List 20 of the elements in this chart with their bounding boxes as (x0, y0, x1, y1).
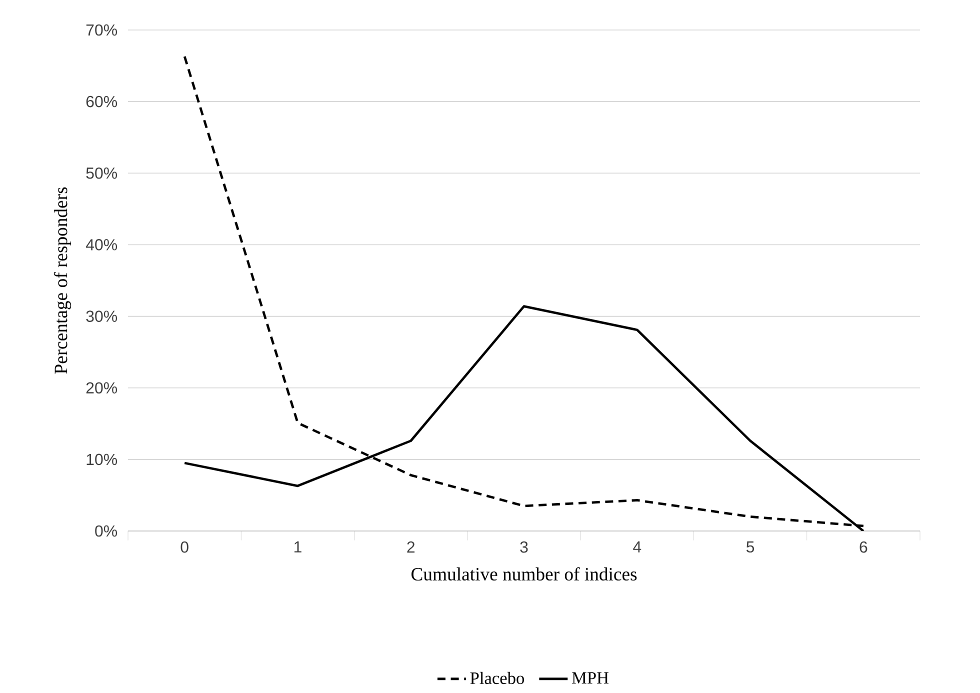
y-tick-label: 0% (95, 525, 118, 537)
x-tick-label: 1 (294, 541, 302, 552)
y-tick-label: 60% (86, 96, 118, 108)
y-tick-label: 70% (86, 24, 118, 36)
line-series (183, 55, 865, 528)
x-tick-label: 2 (407, 541, 415, 553)
y-tick-label: 20% (86, 382, 118, 394)
y-tick-label: 10% (86, 454, 118, 466)
x-tick-label: 4 (633, 541, 642, 552)
y-tick-label: 50% (86, 167, 118, 179)
x-tick-label: 0 (180, 541, 188, 553)
y-tick-label: 30% (86, 310, 118, 322)
x-tick-label: 6 (860, 541, 868, 553)
y-tick-label: 40% (86, 239, 118, 250)
legend-label: Placebo (470, 672, 524, 684)
x-tick-label: 5 (746, 541, 754, 553)
x-tick-label: 3 (520, 541, 528, 553)
y-axis-title: Percentage of responders (54, 187, 72, 374)
x-axis-title: Cumulative number of indices (412, 567, 637, 581)
legend-label: MPH (572, 672, 609, 684)
